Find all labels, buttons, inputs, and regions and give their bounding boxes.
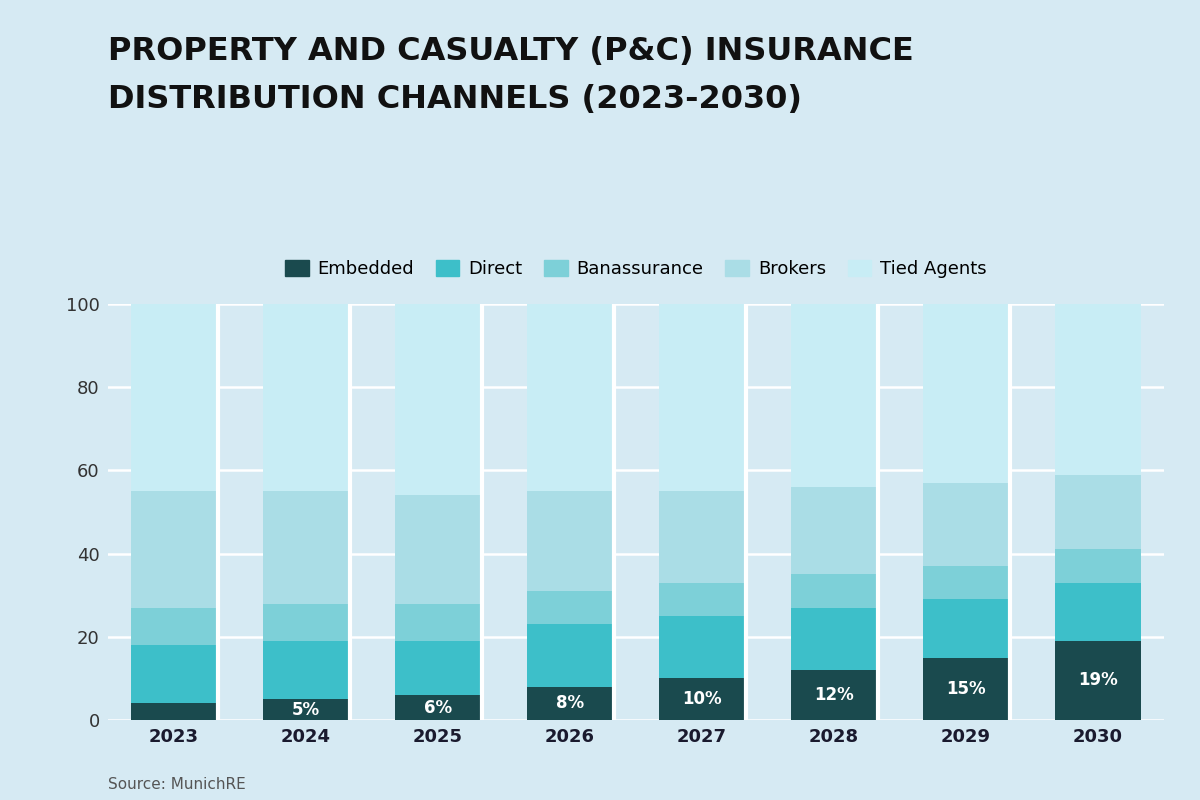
Bar — [131, 703, 217, 720]
Bar — [395, 603, 481, 641]
Bar — [1055, 582, 1141, 641]
Bar — [395, 641, 481, 695]
Bar — [791, 487, 877, 574]
Text: 19%: 19% — [1078, 671, 1118, 690]
Text: 15%: 15% — [946, 680, 986, 698]
Legend: Embedded, Direct, Banassurance, Brokers, Tied Agents: Embedded, Direct, Banassurance, Brokers,… — [286, 260, 986, 278]
Bar — [527, 304, 613, 491]
Bar — [527, 491, 613, 591]
Bar — [659, 582, 745, 616]
Bar — [395, 304, 481, 495]
Bar — [923, 599, 1009, 658]
Text: 8%: 8% — [556, 694, 584, 712]
Bar — [131, 608, 217, 645]
Bar — [527, 591, 613, 624]
Bar — [923, 566, 1009, 599]
Text: PROPERTY AND CASUALTY (P&C) INSURANCE: PROPERTY AND CASUALTY (P&C) INSURANCE — [108, 36, 913, 67]
Bar — [527, 686, 613, 720]
Text: Source: MunichRE: Source: MunichRE — [108, 777, 246, 792]
Bar — [1055, 641, 1141, 720]
Text: 10%: 10% — [682, 690, 722, 708]
Bar — [1055, 304, 1141, 474]
Bar — [131, 645, 217, 703]
Bar — [131, 491, 217, 608]
Bar — [1055, 550, 1141, 582]
Bar — [395, 695, 481, 720]
Bar — [791, 670, 877, 720]
Text: DISTRIBUTION CHANNELS (2023-2030): DISTRIBUTION CHANNELS (2023-2030) — [108, 84, 802, 115]
Bar — [923, 483, 1009, 566]
Bar — [263, 491, 349, 603]
Bar — [791, 608, 877, 670]
Bar — [791, 304, 877, 487]
Bar — [263, 304, 349, 491]
Bar — [791, 574, 877, 608]
Bar — [923, 658, 1009, 720]
Bar — [263, 603, 349, 641]
Bar — [659, 491, 745, 582]
Bar — [263, 699, 349, 720]
Bar — [659, 304, 745, 491]
Bar — [923, 304, 1009, 483]
Bar — [131, 304, 217, 491]
Bar — [527, 624, 613, 686]
Bar — [1055, 474, 1141, 550]
Bar — [395, 495, 481, 603]
Bar — [263, 641, 349, 699]
Bar — [659, 678, 745, 720]
Text: 6%: 6% — [424, 698, 452, 717]
Text: 5%: 5% — [292, 701, 320, 718]
Bar — [659, 616, 745, 678]
Text: 12%: 12% — [814, 686, 854, 704]
